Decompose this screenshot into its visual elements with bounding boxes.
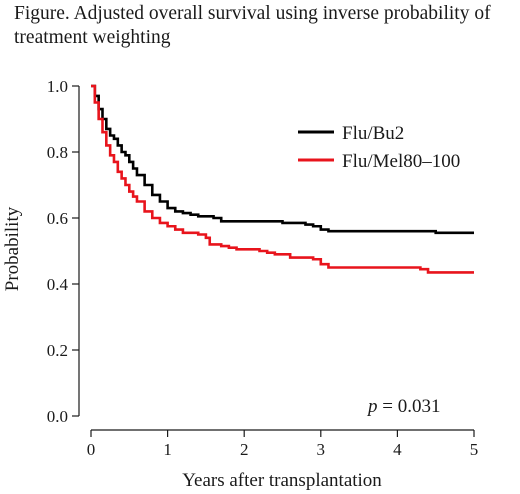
y-tick-label: 0.8 (47, 143, 68, 162)
axes (78, 86, 474, 431)
y-tick-label: 1.0 (47, 77, 68, 96)
x-tick-label: 3 (317, 440, 326, 459)
legend-label-flu-mel: Flu/Mel80–100 (342, 151, 460, 172)
x-ticks: 0 1 2 3 4 5 (87, 430, 479, 459)
y-tick-label: 0.0 (47, 407, 68, 426)
y-tick-label: 0.2 (47, 341, 68, 360)
series-line-flu-mel (91, 84, 474, 274)
legend-label-flu-bu2: Flu/Bu2 (342, 123, 404, 144)
x-tick-label: 2 (240, 440, 249, 459)
p-value-text: = 0.031 (378, 396, 441, 417)
series-layer (91, 84, 474, 274)
p-symbol: p (366, 396, 378, 417)
y-tick-label: 0.6 (47, 209, 68, 228)
chart-title: Figure. Adjusted overall survival using … (14, 3, 491, 48)
x-tick-label: 4 (393, 440, 402, 459)
y-axis-title: Probability (2, 206, 23, 291)
x-axis-title: Years after transplantation (182, 470, 382, 491)
x-tick-label: 0 (87, 440, 96, 459)
y-ticks: 0.0 0.2 0.4 0.6 0.8 1.0 (47, 77, 79, 426)
p-value-annotation: p = 0.031 (366, 396, 440, 417)
y-tick-label: 0.4 (47, 275, 69, 294)
x-tick-label: 1 (163, 440, 172, 459)
series-line-flu-bu2 (91, 84, 474, 235)
x-tick-label: 5 (470, 440, 479, 459)
legend: Flu/Bu2 Flu/Mel80–100 (298, 123, 460, 172)
